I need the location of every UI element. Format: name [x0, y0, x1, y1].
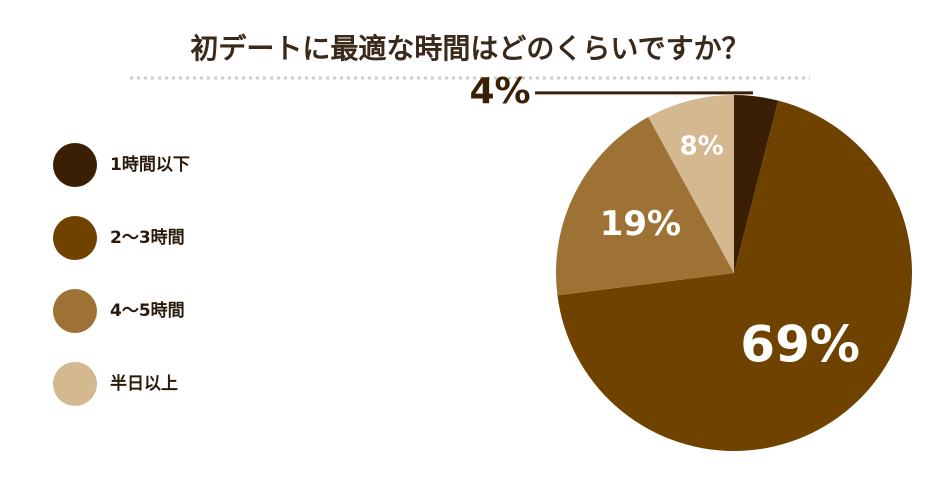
data-label: 8%	[680, 132, 724, 162]
chart-title: 初デートに最適な時間はどのくらいですか？	[190, 32, 749, 65]
legend-label: 半日以上	[110, 373, 178, 394]
legend-swatch	[53, 143, 97, 187]
legend-swatch	[53, 362, 97, 406]
legend-swatch	[53, 289, 97, 333]
legend-label: 2〜3時間	[110, 227, 185, 248]
pie-slice	[557, 100, 912, 451]
data-label: 4%	[469, 71, 530, 112]
data-label: 19%	[600, 204, 681, 244]
pie-slice	[648, 95, 734, 273]
legend-swatch	[53, 216, 97, 260]
legend-label: 4〜5時間	[110, 300, 185, 321]
pie-slice	[556, 117, 734, 296]
legend-label: 1時間以下	[110, 154, 190, 175]
data-label: 69%	[740, 316, 860, 374]
pie-slice	[734, 95, 779, 273]
